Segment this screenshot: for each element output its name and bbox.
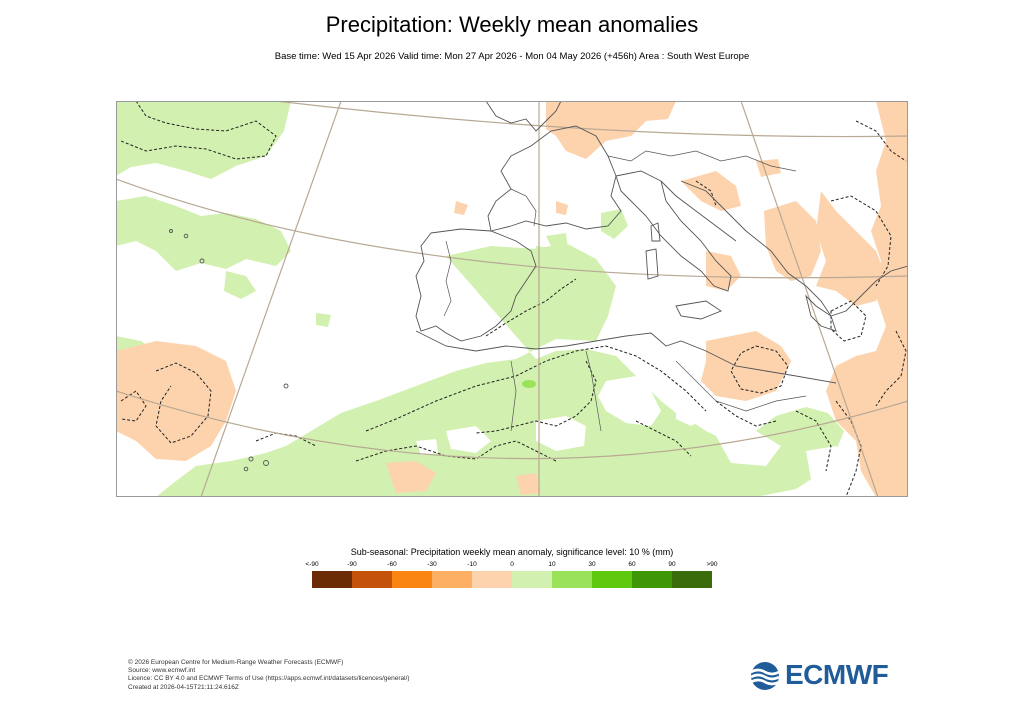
legend-tick: 10 [548,561,556,568]
wet-strong-area [522,380,536,388]
chart-title: Precipitation: Weekly mean anomalies [325,12,699,37]
legend-ticks: <-90 -90 -60 -30 -10 0 10 30 60 90 >90 [305,561,717,571]
footer-created: Created at 2026-04-15T21:11:24.616Z [128,683,239,691]
coastlines [169,101,908,472]
footer-licence: Licence: CC BY 4.0 and ECMWF Terms of Us… [128,675,410,683]
legend-tick: >90 [706,561,718,568]
logo-text: ECMWF [785,659,889,690]
legend-swatch [352,571,392,588]
legend-tick: -10 [467,561,477,568]
neutral-gaps [416,376,856,481]
legend-tick: -90 [347,561,357,568]
significance-contours [120,101,907,497]
legend-swatch [472,571,512,588]
legend-tick: 60 [628,561,636,568]
legend-swatch [392,571,432,588]
chart-subtitle: Base time: Wed 15 Apr 2026 Valid time: M… [274,51,750,62]
legend-title: Sub-seasonal: Precipitation weekly mean … [350,547,674,557]
legend-swatch [632,571,672,588]
legend-swatch [672,571,712,588]
legend-tick: <-90 [305,561,319,568]
legend-tick: 0 [510,561,514,568]
legend-swatch [512,571,552,588]
ecmwf-logo: ECMWF [748,659,898,692]
legend-tick: 30 [588,561,596,568]
anomaly-map [116,101,908,497]
legend-colorbar [312,571,712,588]
legend-tick: -60 [387,561,397,568]
footer-source: Source: www.ecmwf.int [128,667,196,675]
ecmwf-swirl-icon [750,662,780,690]
legend-swatch [312,571,352,588]
legend-swatch [552,571,592,588]
legend-swatch [592,571,632,588]
legend-swatch [432,571,472,588]
footer-copyright: © 2026 European Centre for Medium-Range … [128,659,344,666]
footer-credits: © 2026 European Centre for Medium-Range … [128,659,410,692]
legend-tick: -30 [427,561,437,568]
legend-tick: 90 [668,561,676,568]
